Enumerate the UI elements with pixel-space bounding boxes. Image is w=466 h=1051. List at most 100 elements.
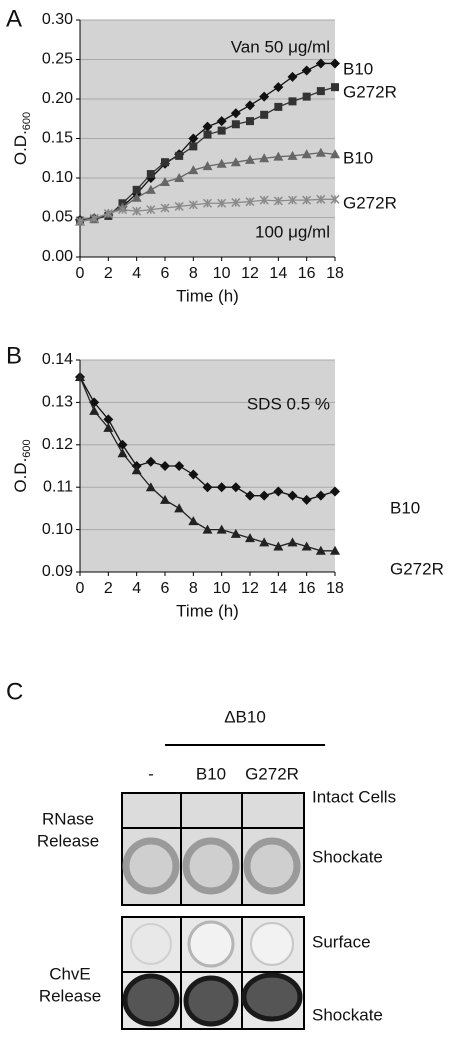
marker <box>287 537 298 547</box>
x-tick-label: 12 <box>241 580 259 597</box>
marker <box>188 200 198 210</box>
row-label: Surface <box>312 932 371 951</box>
marker <box>330 545 340 555</box>
marker <box>230 108 241 119</box>
marker <box>273 541 284 551</box>
marker <box>330 194 340 204</box>
marker <box>103 414 114 425</box>
legend-label: G272R <box>343 193 397 212</box>
marker <box>75 371 85 381</box>
spot <box>243 837 301 895</box>
plot-area <box>80 360 335 572</box>
marker <box>131 192 142 202</box>
marker <box>216 116 227 127</box>
annotation: 100 μg/ml <box>255 222 330 241</box>
row-label: Intact Cells <box>312 787 396 806</box>
marker <box>146 205 156 215</box>
marker <box>259 153 270 163</box>
row-group-label: RNase <box>42 809 94 828</box>
x-tick-label: 10 <box>213 265 231 282</box>
marker <box>188 469 199 480</box>
legend-label: G272R <box>390 559 444 578</box>
marker <box>75 216 85 226</box>
panel-letter: A <box>6 5 22 32</box>
x-tick-label: 2 <box>104 580 113 597</box>
marker <box>274 102 283 111</box>
marker <box>273 486 284 497</box>
marker <box>132 185 141 194</box>
row-group-label: ChvE <box>49 964 91 983</box>
marker <box>246 117 254 126</box>
marker <box>315 545 326 555</box>
y-axis-label: O.D.600 <box>11 439 32 492</box>
y-tick-label: 0.20 <box>42 90 73 107</box>
marker <box>188 516 199 526</box>
panel-letter: C <box>6 678 23 705</box>
column-label: - <box>148 764 154 783</box>
marker <box>316 194 326 204</box>
x-tick-label: 2 <box>104 265 113 282</box>
marker <box>287 150 298 160</box>
marker <box>202 161 213 171</box>
marker <box>245 154 255 164</box>
spot <box>130 923 172 965</box>
marker <box>189 142 198 151</box>
marker <box>174 173 185 182</box>
legend-label: B10 <box>343 148 373 167</box>
x-tick-label: 14 <box>269 580 287 597</box>
marker <box>145 482 156 492</box>
marker <box>287 195 298 205</box>
y-tick-label: 0.10 <box>42 169 73 186</box>
marker <box>230 157 241 167</box>
marker <box>259 91 270 102</box>
marker <box>273 151 284 161</box>
marker <box>259 195 269 205</box>
marker <box>216 524 227 534</box>
marker <box>301 494 312 505</box>
marker <box>231 197 241 208</box>
marker <box>245 533 255 543</box>
marker <box>202 121 213 132</box>
x-tick-label: 16 <box>298 580 316 597</box>
marker <box>287 490 298 501</box>
marker <box>174 461 185 471</box>
x-tick-label: 0 <box>76 265 85 282</box>
marker <box>288 97 297 106</box>
y-axis-label-main: O.D. <box>11 458 30 493</box>
marker <box>245 197 255 207</box>
row-group-label: Release <box>37 831 99 850</box>
spot <box>122 973 180 1027</box>
marker <box>160 494 170 504</box>
marker <box>245 490 255 501</box>
x-axis-label: Time (h) <box>176 601 239 620</box>
marker <box>145 184 156 194</box>
marker <box>145 456 156 467</box>
marker <box>202 198 213 208</box>
marker <box>132 206 142 216</box>
marker <box>330 58 340 69</box>
marker <box>259 490 270 501</box>
x-tick-label: 4 <box>132 580 141 597</box>
x-tick-label: 16 <box>298 265 316 282</box>
x-tick-label: 4 <box>132 265 141 282</box>
spot <box>182 837 240 895</box>
marker <box>188 133 199 144</box>
marker <box>216 482 227 493</box>
x-tick-label: 10 <box>213 580 231 597</box>
legend-label: B10 <box>343 59 373 78</box>
marker <box>160 203 170 213</box>
spot <box>187 920 235 968</box>
x-tick-label: 0 <box>76 580 85 597</box>
y-tick-label: 0.15 <box>42 130 73 147</box>
marker <box>230 482 241 493</box>
spot <box>122 837 180 895</box>
spot <box>241 972 303 1022</box>
marker <box>146 170 155 179</box>
marker <box>330 149 340 159</box>
spot <box>183 975 239 1027</box>
marker <box>203 130 212 139</box>
x-tick-label: 8 <box>189 265 198 282</box>
x-tick-label: 6 <box>161 265 170 282</box>
marker <box>89 213 99 223</box>
